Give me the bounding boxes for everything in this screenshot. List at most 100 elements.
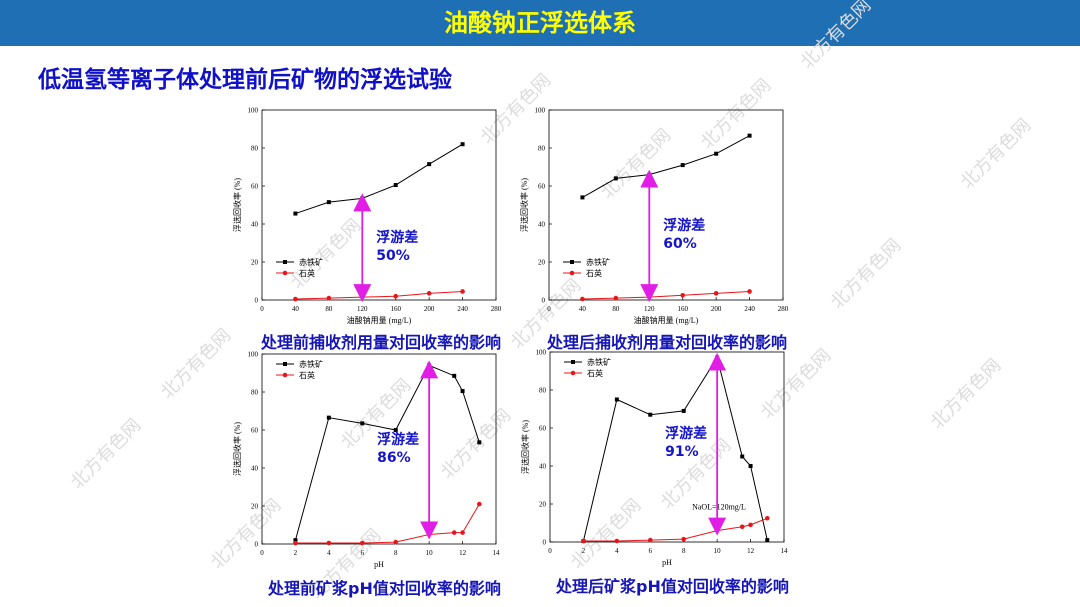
data-point-hematite [680,163,685,168]
data-point-hematite [477,440,482,445]
data-point-quartz [476,501,482,507]
series-line-hematite [295,143,463,215]
data-point-quartz [739,524,745,530]
caption-ph-after: 处理后矿浆pH值对回收率的影响 [556,577,789,596]
x-tick-label: 120 [357,305,368,313]
legend-label: 赤铁矿 [299,359,323,369]
x-tick-label: 160 [390,305,401,313]
data-point-hematite [740,454,745,459]
chart-collector-before: 0 40 80 120 160 200 240 280 0 20 40 60 80 100 油酸钠用量 (m… [232,107,502,326]
y-tick-label: 0 [255,297,259,305]
series-line-hematite [582,135,750,198]
legend-label: 石英 [299,370,315,380]
x-axis-label: 油酸钠用量 (mg/L) [634,315,699,325]
y-axis-label: 浮选回收率 (%) [232,422,242,476]
chart-collector-after: 0 40 80 120 160 200 240 280 0 20 40 60 80 100 油酸钠用量 (m… [519,107,789,326]
data-point-hematite [326,200,331,205]
x-tick-label: 8 [682,547,686,555]
x-tick-label: 4 [327,549,331,557]
x-axis-label: 油酸钠用量 (mg/L) [347,315,412,325]
y-tick-label: 0 [543,539,547,547]
data-point-hematite [614,397,619,402]
data-point-quartz [580,296,585,302]
x-tick-label: 0 [260,549,264,557]
x-tick-label: 0 [260,305,264,313]
y-tick-label: 20 [251,259,259,267]
legend-label: 赤铁矿 [299,257,323,267]
data-point-quartz [426,291,432,296]
data-point-quartz [581,538,586,544]
x-tick-label: 160 [677,305,688,313]
data-point-hematite [393,428,398,432]
caption-ph-before: 处理前矿浆pH值对回收率的影响 [268,579,501,598]
watermark-text: 北方有色网 [66,414,146,494]
header-title: 油酸钠正浮选体系 [444,9,636,37]
legend-marker-quartz [569,270,575,276]
y-tick-label: 20 [251,503,259,511]
data-point-hematite [747,133,752,138]
data-point-hematite [360,196,365,201]
x-tick-label: 4 [615,547,619,555]
data-point-hematite [293,538,298,543]
annotation-label: 浮游差 [377,431,419,448]
annotation-value: 86% [377,450,411,466]
series-line-quartz [582,290,750,300]
x-tick-label: 80 [325,305,333,313]
data-point-hematite [714,151,719,156]
x-tick-label: 200 [711,305,722,313]
watermark-text: 北方有色网 [926,354,1006,434]
plot-frame [549,351,785,543]
x-tick-label: 14 [781,547,789,555]
x-tick-label: 120 [644,305,655,313]
legend-label: 赤铁矿 [587,357,611,367]
y-tick-label: 100 [248,351,259,359]
data-point-quartz [647,537,653,543]
caption-collector-before: 处理前捕收剂用量对回收率的影响 [261,333,502,352]
x-tick-label: 80 [612,305,620,313]
x-tick-label: 40 [292,305,300,313]
x-tick-label: 0 [547,305,551,313]
data-point-quartz [393,539,399,545]
annotation-label: 浮游差 [665,425,707,442]
x-tick-label: 280 [778,305,789,313]
y-tick-label: 60 [251,183,259,191]
data-point-quartz [764,515,770,521]
data-point-quartz [713,291,719,296]
data-point-quartz [613,295,619,301]
chart-note: NaOL=120mg/L [692,503,746,512]
data-point-quartz [359,540,365,546]
y-axis-label: 浮选回收率 (%) [520,420,530,474]
data-point-hematite [715,355,720,360]
data-point-hematite [460,389,465,394]
annotation-value: 60% [663,236,697,252]
watermark-text: 北方有色网 [956,114,1036,194]
y-tick-label: 60 [538,183,546,191]
data-point-quartz [748,522,753,528]
data-point-hematite [452,373,457,378]
x-tick-label: 10 [426,549,434,557]
data-point-quartz [426,532,432,537]
x-axis-label: pH [374,560,384,569]
series-line-quartz [583,517,768,542]
legend-marker-hematite [570,260,574,264]
data-point-quartz [681,536,687,542]
plot-frame [548,109,784,301]
data-point-quartz [747,289,752,294]
page-subtitle: 低温氢等离子体处理前后矿物的浮选试验 [38,67,452,93]
y-tick-label: 20 [538,259,546,267]
y-tick-label: 80 [251,145,259,153]
annotation-label: 浮游差 [376,229,418,246]
data-point-quartz [451,530,457,535]
chart-ph-before: 0 2 4 6 8 10 12 14 0 20 40 60 80 100 pH 浮选回收率 (%) 赤铁矿石英浮… [232,351,501,570]
x-tick-label: 14 [493,549,501,557]
plot-frame [261,353,497,545]
data-point-hematite [748,464,753,468]
data-point-hematite [427,363,432,368]
header-bar: 油酸钠正浮选体系 [0,0,1080,46]
y-tick-label: 40 [251,221,259,229]
legend-marker-hematite [571,360,575,364]
legend-marker-hematite [283,260,287,264]
x-tick-label: 8 [394,549,398,557]
